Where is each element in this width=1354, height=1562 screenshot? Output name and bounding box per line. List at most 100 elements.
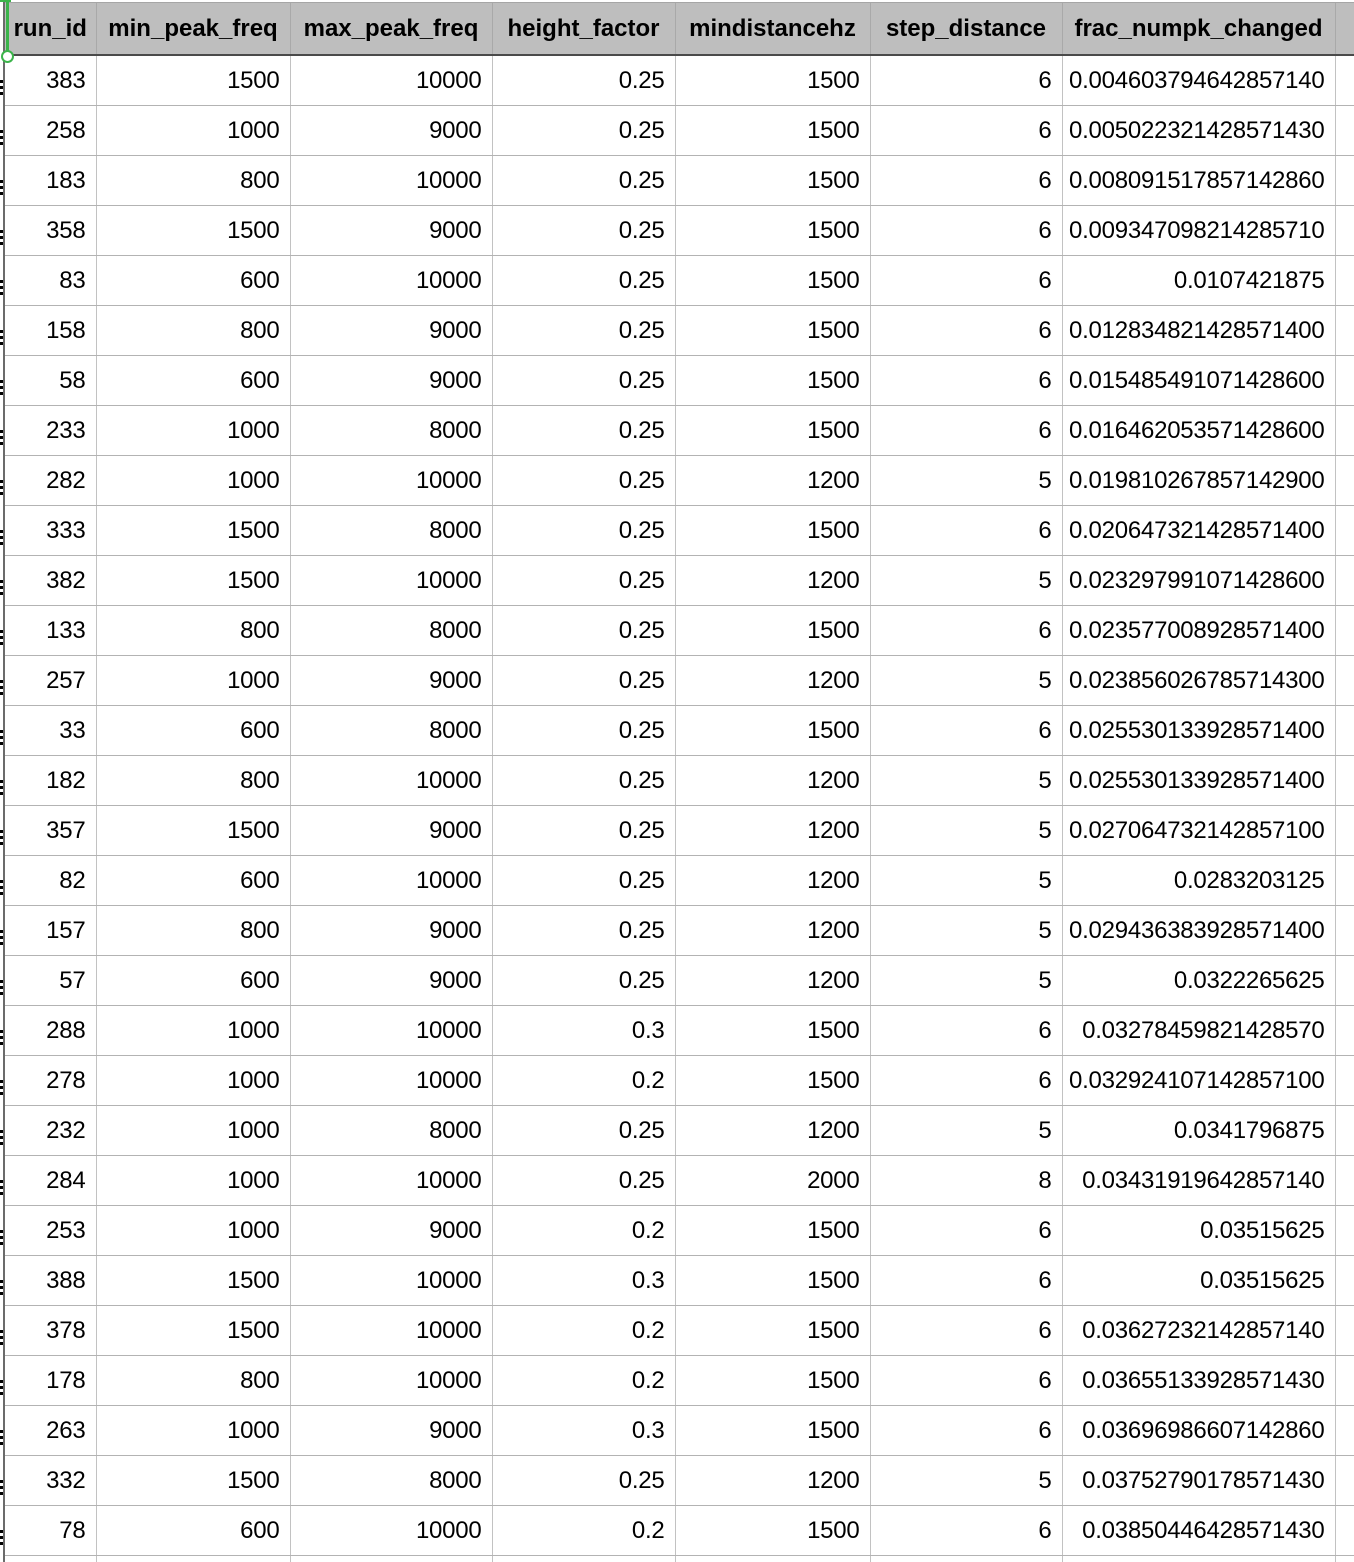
clipped-right-cell[interactable]	[1334, 455, 1354, 506]
cell-min_peak_freq[interactable]: 1500	[95, 555, 290, 606]
cell-height_factor[interactable]: 0.25	[491, 455, 675, 506]
cell-run_id[interactable]: 182	[3, 755, 96, 806]
cell-min_peak_freq[interactable]: 1500	[95, 55, 290, 106]
cell-min_peak_freq[interactable]: 800	[95, 1355, 290, 1406]
cell-max_peak_freq[interactable]: 8000	[289, 705, 492, 756]
cell-mindistancehz[interactable]: 1200	[674, 755, 870, 806]
cell-max_peak_freq[interactable]: 10000	[289, 55, 492, 106]
clipped-right-cell[interactable]	[1334, 1405, 1354, 1456]
cell-min_peak_freq[interactable]: 600	[95, 1505, 290, 1556]
cell-frac_numpk_changed[interactable]: 0.023297991071428600	[1061, 555, 1335, 606]
cell-step_distance[interactable]: 6	[869, 55, 1062, 106]
cell-min_peak_freq[interactable]: 1000	[95, 1205, 290, 1256]
cell-mindistancehz[interactable]: 1200	[674, 655, 870, 706]
cell-height_factor[interactable]: 0.2	[491, 1205, 675, 1256]
cell-step_distance[interactable]: 6	[869, 605, 1062, 656]
cell-mindistancehz[interactable]: 1500	[674, 1255, 870, 1306]
cell-step_distance[interactable]: 5	[869, 455, 1062, 506]
clipped-right-cell[interactable]	[1334, 355, 1354, 406]
clipped-right-cell[interactable]	[1334, 205, 1354, 256]
cell-step_distance[interactable]: 6	[869, 1355, 1062, 1406]
cell-max_peak_freq[interactable]: 10000	[289, 755, 492, 806]
cell-step_distance[interactable]: 6	[869, 305, 1062, 356]
cell-frac_numpk_changed[interactable]: 0.029436383928571400	[1061, 905, 1335, 956]
cell-height_factor[interactable]: 0.25	[491, 255, 675, 306]
cell-frac_numpk_changed[interactable]: 0.015485491071428600	[1061, 355, 1335, 406]
cell-min_peak_freq[interactable]: 1000	[95, 1055, 290, 1106]
cell-run_id[interactable]: 263	[3, 1405, 96, 1456]
cell-mindistancehz[interactable]: 1200	[674, 1455, 870, 1506]
cell-run_id[interactable]: 157	[3, 905, 96, 956]
cell-step_distance[interactable]: 6	[869, 1055, 1062, 1106]
cell-height_factor[interactable]: 0.25	[491, 555, 675, 606]
cell-step_distance[interactable]: 6	[869, 1255, 1062, 1306]
cell-run_id[interactable]: 183	[3, 155, 96, 206]
cell-height_factor[interactable]: 0.2	[491, 1355, 675, 1406]
cell-step_distance[interactable]: 6	[869, 1005, 1062, 1056]
cell-step_distance[interactable]: 5	[869, 755, 1062, 806]
cell-max_peak_freq[interactable]: 10000	[289, 455, 492, 506]
cell-max_peak_freq[interactable]: 9000	[289, 805, 492, 856]
cell-mindistancehz[interactable]: 1500	[674, 405, 870, 456]
cell-height_factor[interactable]: 0.25	[491, 1455, 675, 1506]
cell-height_factor[interactable]: 0.2	[491, 1055, 675, 1106]
clipped-right-cell[interactable]	[1334, 1105, 1354, 1156]
cell-mindistancehz[interactable]: 1200	[674, 455, 870, 506]
cell-height_factor[interactable]: 0.25	[491, 955, 675, 1006]
table-selection-handle[interactable]	[1, 50, 14, 63]
cell-step_distance[interactable]: 5	[869, 805, 1062, 856]
cell-frac_numpk_changed[interactable]: 0.023856026785714300	[1061, 655, 1335, 706]
cell-height_factor[interactable]: 0.2	[491, 1505, 675, 1556]
cell-min_peak_freq[interactable]: 600	[95, 355, 290, 406]
cell-max_peak_freq[interactable]: 10000	[289, 1155, 492, 1206]
cell-max_peak_freq[interactable]: 8000	[289, 1455, 492, 1506]
cell-height_factor[interactable]: 0.25	[491, 55, 675, 106]
cell-step_distance[interactable]: 5	[869, 855, 1062, 906]
cell-frac_numpk_changed[interactable]: 0.03431919642857140	[1061, 1155, 1335, 1206]
cell-step_distance[interactable]: 5	[869, 655, 1062, 706]
clipped-right-cell[interactable]	[1334, 155, 1354, 206]
cell-height_factor[interactable]: 0.25	[491, 855, 675, 906]
cell-mindistancehz[interactable]: 1500	[674, 105, 870, 156]
cell-max_peak_freq[interactable]: 8000	[289, 605, 492, 656]
cell-mindistancehz[interactable]: 1500	[674, 155, 870, 206]
cell-min_peak_freq[interactable]: 1500	[95, 505, 290, 556]
cell-mindistancehz[interactable]: 1200	[674, 955, 870, 1006]
cell-max_peak_freq[interactable]: 9000	[289, 1405, 492, 1456]
cell-min_peak_freq[interactable]: 800	[95, 155, 290, 206]
clipped-right-cell[interactable]	[1334, 255, 1354, 306]
cell-min_peak_freq[interactable]: 600	[95, 955, 290, 1006]
cell-max_peak_freq[interactable]: 10000	[289, 855, 492, 906]
cell-min_peak_freq[interactable]: 1000	[95, 655, 290, 706]
cell-frac_numpk_changed[interactable]: 0.03515625	[1061, 1255, 1335, 1306]
cell-run_id[interactable]: 332	[3, 1455, 96, 1506]
cell-min_peak_freq[interactable]: 1500	[95, 1255, 290, 1306]
cell-frac_numpk_changed[interactable]: 0.027064732142857100	[1061, 805, 1335, 856]
column-header-max_peak_freq[interactable]: max_peak_freq	[289, 2, 492, 56]
cell-run_id[interactable]: 378	[3, 1305, 96, 1356]
clipped-right-cell[interactable]	[1334, 955, 1354, 1006]
cell-run_id[interactable]: 258	[3, 105, 96, 156]
cell-height_factor[interactable]: 0.25	[491, 155, 675, 206]
clipped-right-cell[interactable]	[1334, 1505, 1354, 1556]
clipped-right-cell[interactable]	[1334, 705, 1354, 756]
cell-height_factor[interactable]: 0.25	[491, 105, 675, 156]
cell-height_factor[interactable]: 0.25	[491, 805, 675, 856]
clipped-right-cell[interactable]	[1334, 1155, 1354, 1206]
column-header-step_distance[interactable]: step_distance	[869, 2, 1062, 56]
cell-run_id[interactable]: 133	[3, 605, 96, 656]
cell-min_peak_freq[interactable]: 1000	[95, 405, 290, 456]
cell-height_factor[interactable]: 0.25	[491, 505, 675, 556]
cell-run_id[interactable]: 83	[3, 255, 96, 306]
cell-run_id[interactable]: 158	[3, 305, 96, 356]
cell-min_peak_freq[interactable]: 800	[95, 905, 290, 956]
cell-step_distance[interactable]: 5	[869, 955, 1062, 1006]
cell-max_peak_freq[interactable]: 10000	[289, 1005, 492, 1056]
cell-min_peak_freq[interactable]: 1000	[95, 1405, 290, 1456]
cell-step_distance[interactable]: 6	[869, 1405, 1062, 1456]
cell-min_peak_freq[interactable]: 1500	[95, 205, 290, 256]
cell-step_distance[interactable]: 6	[869, 1305, 1062, 1356]
column-header-min_peak_freq[interactable]: min_peak_freq	[95, 2, 290, 56]
cell-frac_numpk_changed[interactable]: 0.004603794642857140	[1061, 55, 1335, 106]
cell-mindistancehz[interactable]: 1500	[674, 1505, 870, 1556]
